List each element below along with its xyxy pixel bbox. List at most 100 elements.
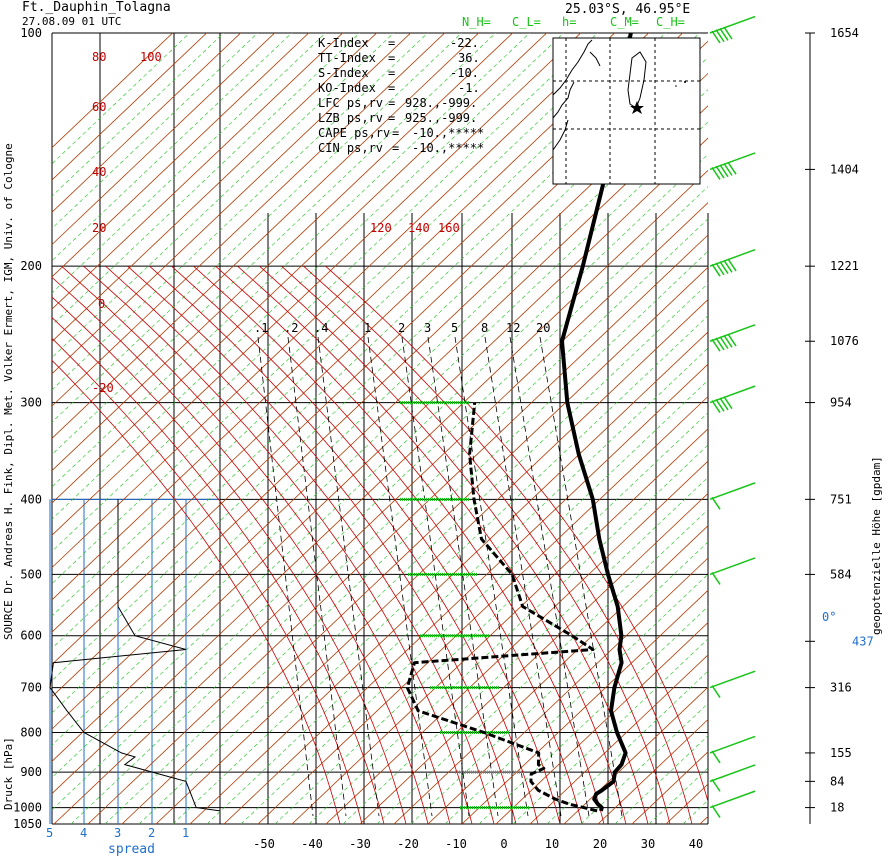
dry-adiabat	[223, 363, 708, 824]
dry-adiabat	[802, 0, 888, 824]
moist-adiabat-green	[853, 0, 888, 824]
wind-barb-staff	[709, 557, 756, 576]
moist-adiabat-green	[682, 799, 708, 824]
dry-adiabat	[189, 331, 708, 824]
dry-adiabat	[155, 299, 708, 824]
moist-adiabat	[52, 359, 341, 824]
wind-barb-flag	[727, 333, 737, 347]
cloud-label: C_M=	[610, 15, 639, 29]
index-value: 925.,-999.	[405, 111, 477, 125]
wind-barb-flag	[715, 165, 725, 179]
height-tick-label: 1654	[830, 26, 859, 40]
moist-adiabat	[171, 265, 561, 824]
temperature-tick-label: -30	[349, 837, 371, 851]
location-label: 25.03°S, 46.95°E	[565, 2, 690, 17]
mixing-ratio-line	[401, 336, 470, 817]
moist-adiabat-green	[546, 670, 708, 824]
wind-barb-icon	[709, 764, 756, 792]
temperature-tick-label: 30	[641, 837, 655, 851]
index-eq: =	[388, 81, 395, 95]
index-value: -10.,*****	[412, 126, 484, 140]
wind-barb-flag	[723, 26, 733, 40]
height-tick-label: 437	[852, 634, 874, 648]
dry-adiabat-label: 60	[92, 100, 106, 114]
moist-adiabat-green	[52, 153, 708, 778]
moist-adiabat-green	[512, 638, 708, 824]
moist-adiabat-green	[478, 606, 708, 824]
wind-barb-flag	[727, 258, 737, 272]
dry-adiabat	[836, 0, 888, 824]
height-axis-label: geopotenzielle Höhe [gpdam]	[870, 456, 883, 635]
height-tick-label: 84	[830, 774, 844, 788]
moist-adiabat-green	[274, 412, 708, 824]
index-eq: =	[392, 141, 399, 155]
mixing-ratio-line	[257, 336, 314, 817]
dry-adiabat	[52, 33, 276, 246]
moist-adiabat-green	[444, 573, 708, 824]
mixing-ratio-line	[454, 336, 529, 817]
dry-adiabat	[52, 137, 708, 762]
index-eq: =	[388, 111, 395, 125]
wind-barb-staff	[709, 764, 756, 783]
mixing-ratio-label: .1	[254, 321, 268, 335]
moist-adiabat	[259, 265, 649, 824]
pressure-tick-label: 600	[20, 629, 42, 643]
moist-adiabat	[105, 265, 495, 824]
moist-adiabat	[193, 265, 583, 824]
pressure-tick-label: 800	[20, 726, 42, 740]
mixing-ratio-label: .2	[284, 321, 298, 335]
temperature-tick-label: -10	[445, 837, 467, 851]
temperature-tick-label: -50	[253, 837, 275, 851]
wind-barb-flag	[711, 571, 721, 585]
dry-adiabat	[53, 202, 708, 824]
temperature-tick-label: 20	[593, 837, 607, 851]
wind-barb-flag	[723, 396, 733, 410]
index-eq: =	[388, 96, 395, 110]
dry-adiabat	[699, 815, 708, 824]
moist-adiabat	[52, 337, 363, 824]
moist-adiabat	[325, 265, 708, 804]
pressure-tick-label: 400	[20, 492, 42, 506]
wind-barb-flag	[727, 161, 737, 175]
wind-barb-flag	[711, 30, 721, 44]
wind-barb-icon	[709, 152, 756, 180]
wind-barb-flag	[711, 400, 721, 413]
spread-tick-label: 2	[148, 826, 155, 840]
dry-adiabat	[52, 33, 208, 181]
dry-adiabat-label: 100	[140, 50, 162, 64]
index-label: S-Index	[318, 66, 369, 80]
cloud-label: N_H=	[462, 15, 491, 29]
dry-adiabat	[734, 0, 888, 824]
wind-barb-flag	[711, 685, 721, 699]
moist-adiabat-green	[206, 347, 708, 824]
index-value: -10.	[450, 66, 479, 80]
grid-layer	[49, 32, 815, 825]
spread-tick-label: 3	[114, 826, 121, 840]
wind-barb-staff	[709, 15, 756, 34]
temperature-tick-label: 40	[689, 837, 703, 851]
wind-barb-icon	[709, 385, 756, 413]
dry-adiabat	[52, 33, 616, 569]
dry-adiabat	[325, 460, 708, 824]
moist-adiabat-green	[52, 89, 708, 714]
moist-adiabat	[52, 276, 429, 824]
wind-barb-icon	[709, 790, 756, 819]
wind-barb-flag	[711, 263, 721, 277]
spread-label: spread	[108, 842, 155, 857]
wind-barb-flag	[711, 805, 721, 819]
wind-barb-icon	[709, 249, 756, 277]
dry-adiabat	[393, 525, 708, 824]
wind-barb-flag	[723, 163, 733, 176]
pressure-tick-label: 1000	[13, 801, 42, 815]
spread-line	[49, 499, 221, 812]
cloud-info: N_H= C_L= h= C_M= C_H=	[462, 15, 685, 29]
moist-adiabat-green	[70, 218, 708, 824]
height-tick-label: 954	[830, 396, 852, 410]
source-label: SOURCE Dr. Andreas H. Fink, Dipl. Met. V…	[2, 143, 15, 640]
mixing-ratio-label: 8	[481, 321, 488, 335]
height-tick-label: 1404	[830, 162, 859, 176]
moist-adiabat-label: 160	[438, 221, 460, 235]
index-eq: =	[388, 51, 395, 65]
moist-adiabat	[215, 265, 605, 824]
